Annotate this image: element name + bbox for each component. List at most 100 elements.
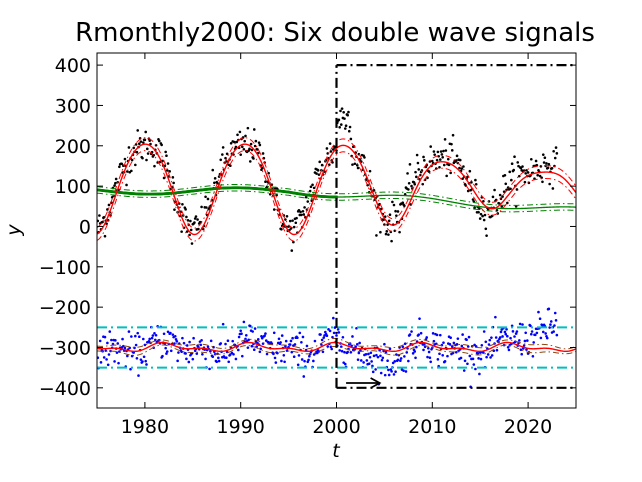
upper-data-point: [157, 139, 161, 143]
upper-data-point: [470, 181, 473, 184]
lower-data-point: [328, 329, 332, 333]
lower-data-point: [110, 338, 113, 342]
lower-data-point: [346, 350, 349, 354]
upper-data-point: [398, 230, 401, 234]
lower-data-point: [374, 368, 377, 371]
upper-data-point: [172, 181, 175, 185]
upper-fit-band-lower: [97, 150, 576, 242]
lower-data-point: [272, 352, 275, 356]
upper-data-point: [521, 165, 524, 168]
lower-data-point: [442, 341, 445, 344]
upper-data-point: [246, 126, 250, 130]
lower-data-point: [549, 320, 553, 323]
upper-data-point: [432, 150, 436, 153]
lower-data-point: [103, 335, 107, 339]
upper-data-point: [188, 233, 191, 237]
lower-data-point: [368, 355, 372, 359]
upper-data-point: [472, 200, 476, 203]
upper-data-point: [436, 150, 440, 154]
upper-data-point: [442, 149, 445, 153]
upper-data-point: [482, 218, 486, 222]
lower-data-point: [399, 359, 402, 363]
lower-data-point: [375, 353, 378, 357]
lower-data-point: [460, 344, 464, 348]
lower-data-point: [134, 334, 137, 338]
upper-data-point: [408, 163, 412, 166]
lower-data-point: [176, 359, 179, 363]
upper-data-point: [120, 162, 124, 166]
x-tick-label: 2000: [312, 416, 360, 438]
lower-data-point: [490, 354, 494, 357]
lower-data-point: [432, 339, 436, 343]
upper-data-point: [280, 228, 283, 231]
upper-data-point: [349, 137, 353, 141]
lower-data-point: [340, 349, 344, 353]
lower-data-point: [425, 336, 429, 339]
lower-data-point: [296, 336, 299, 340]
upper-data-point: [552, 149, 555, 153]
upper-data-point: [455, 154, 459, 158]
lower-data-point: [499, 330, 503, 334]
lower-data-point: [338, 349, 341, 352]
lower-data-point: [332, 331, 336, 335]
lower-data-point: [463, 359, 467, 363]
lower-data-point: [107, 353, 111, 356]
upper-data-point: [148, 139, 151, 142]
lower-data-point: [277, 337, 281, 341]
lower-data-point: [221, 322, 225, 326]
upper-data-point: [491, 195, 495, 199]
upper-data-point: [355, 163, 359, 167]
upper-data-point: [339, 123, 343, 126]
lower-data-point: [450, 345, 454, 349]
lower-data-point: [215, 360, 219, 364]
lower-data-point: [383, 373, 387, 377]
upper-data-point: [229, 142, 233, 145]
lower-data-point: [274, 361, 278, 364]
upper-data-point: [219, 158, 223, 162]
upper-data-point: [194, 215, 198, 218]
lower-data-point: [298, 331, 302, 335]
upper-data-point: [407, 188, 410, 191]
upper-data-point: [417, 168, 421, 171]
upper-data-point: [363, 156, 366, 159]
lower-data-point: [431, 332, 435, 335]
lower-data-point: [414, 356, 417, 360]
lower-data-point: [367, 352, 370, 356]
upper-data-point: [526, 171, 530, 174]
lower-data-point: [217, 356, 220, 360]
lower-data-point: [524, 331, 527, 335]
upper-data-point: [149, 142, 152, 146]
lower-data-point: [539, 336, 543, 340]
lower-data-point: [503, 330, 507, 334]
lower-data-point: [288, 343, 292, 346]
lower-data-point: [113, 360, 116, 363]
upper-data-point: [144, 130, 147, 134]
upper-data-point: [239, 153, 242, 156]
upper-data-point: [252, 157, 255, 160]
lower-data-point: [403, 355, 406, 358]
upper-data-point: [300, 213, 303, 217]
lower-data-point: [506, 345, 510, 349]
lower-data-point: [195, 352, 199, 355]
upper-data-point: [478, 207, 481, 210]
upper-data-point: [403, 204, 406, 208]
upper-data-point: [510, 178, 513, 182]
upper-data-point: [412, 180, 416, 184]
upper-data-point: [303, 206, 306, 209]
upper-data-point: [206, 197, 210, 201]
upper-data-point: [135, 150, 139, 154]
lower-data-point: [489, 356, 492, 359]
y-tick-label: −200: [39, 297, 91, 319]
upper-data-point: [162, 176, 166, 180]
lower-data-point: [135, 356, 139, 360]
lower-data-point: [509, 336, 512, 340]
lower-data-point: [114, 339, 117, 342]
lower-data-point: [276, 351, 279, 355]
upper-data-point: [387, 233, 390, 236]
upper-data-point: [500, 205, 504, 208]
upper-data-point: [343, 127, 347, 130]
upper-data-point: [508, 170, 512, 174]
lower-data-point: [383, 342, 386, 346]
upper-data-point: [484, 227, 488, 231]
x-tick-label: 1990: [217, 416, 265, 438]
